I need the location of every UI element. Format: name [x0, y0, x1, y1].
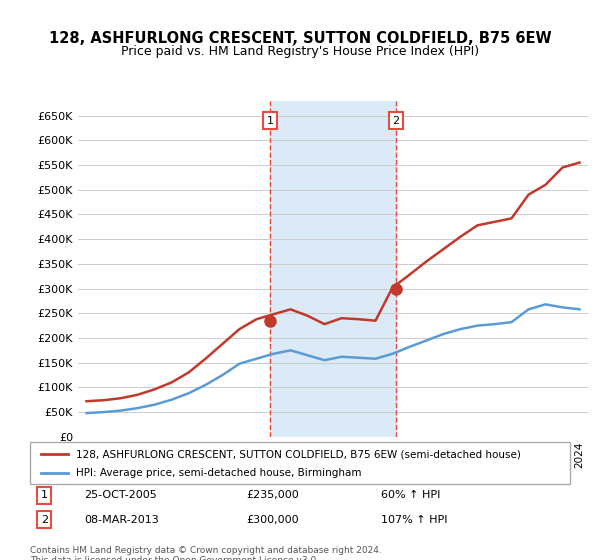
Text: 128, ASHFURLONG CRESCENT, SUTTON COLDFIELD, B75 6EW: 128, ASHFURLONG CRESCENT, SUTTON COLDFIE…: [49, 31, 551, 46]
Text: 1: 1: [41, 491, 48, 501]
Text: 08-MAR-2013: 08-MAR-2013: [84, 515, 159, 525]
Text: 2: 2: [41, 515, 48, 525]
Text: 107% ↑ HPI: 107% ↑ HPI: [381, 515, 448, 525]
Text: 25-OCT-2005: 25-OCT-2005: [84, 491, 157, 501]
Text: 1: 1: [266, 115, 274, 125]
Text: 2: 2: [392, 115, 400, 125]
Text: 128, ASHFURLONG CRESCENT, SUTTON COLDFIELD, B75 6EW (semi-detached house): 128, ASHFURLONG CRESCENT, SUTTON COLDFIE…: [76, 449, 521, 459]
Text: HPI: Average price, semi-detached house, Birmingham: HPI: Average price, semi-detached house,…: [76, 468, 361, 478]
Text: £235,000: £235,000: [246, 491, 299, 501]
Text: Contains HM Land Registry data © Crown copyright and database right 2024.
This d: Contains HM Land Registry data © Crown c…: [30, 546, 382, 560]
Bar: [270, 101, 396, 437]
Text: Price paid vs. HM Land Registry's House Price Index (HPI): Price paid vs. HM Land Registry's House …: [121, 45, 479, 58]
Text: £300,000: £300,000: [246, 515, 299, 525]
Text: 60% ↑ HPI: 60% ↑ HPI: [381, 491, 440, 501]
FancyBboxPatch shape: [30, 442, 570, 484]
